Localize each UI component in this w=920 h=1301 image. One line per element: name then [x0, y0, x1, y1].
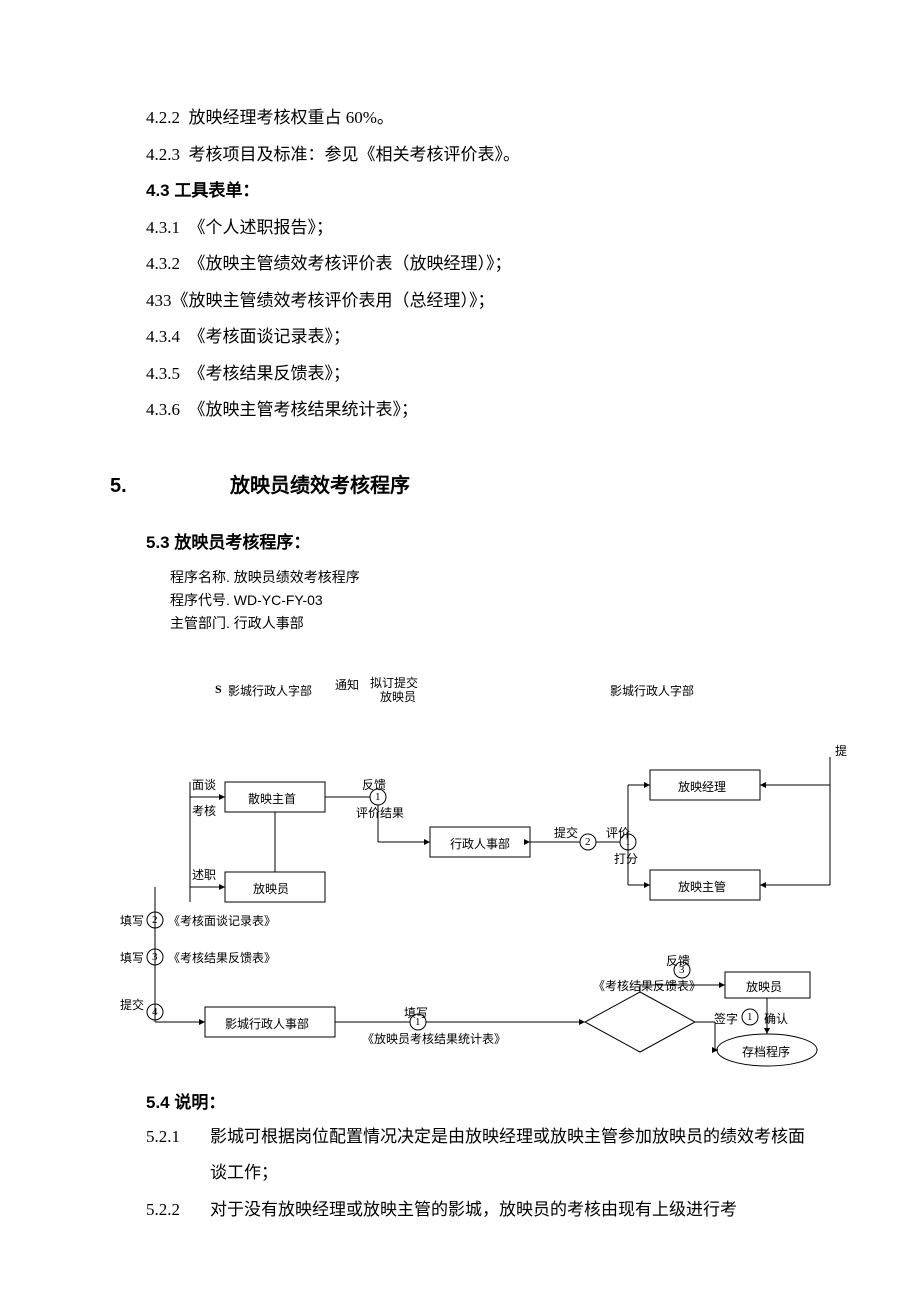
flow-c1d: 1: [747, 1011, 753, 1023]
item-5-2-1: 5.2.1影城可根据岗位配置情况决定是由放映经理或放映主管参加放映员的绩效考核面…: [146, 1119, 810, 1192]
meta-dept-label: 主管部门.: [170, 615, 230, 631]
flow-lab-shuzhi: 述职: [192, 866, 216, 883]
flow-lab-fbform2: 《考核结果反馈表》: [593, 977, 701, 994]
flow-c2a: 2: [585, 836, 591, 848]
flow-lab-tijiao: 提交: [554, 824, 578, 841]
document-page: 4.2.2 放映经理考核权重占 60%。 4.2.3 考核项目及标准：参见《相关…: [0, 0, 920, 1289]
item-4-3-4: 4.3.4 《考核面谈记录表》；: [146, 319, 810, 356]
flow-lab-miantan: 面谈: [192, 776, 216, 793]
flow-lab-kaohe: 考核: [192, 802, 216, 819]
heading-5-title: 放映员绩效考核程序: [230, 475, 410, 497]
flow-node-archive: 存档程序: [742, 1043, 790, 1060]
flow-lab-statform: 《放映员考核结果统计表》: [362, 1030, 506, 1047]
flow-dept-l: 影城行政人字部: [228, 682, 312, 699]
flow-c3b: 3: [679, 964, 685, 976]
heading-5-num: 5.: [110, 475, 230, 498]
heading-5-3: 5.3 放映员考核程序：: [146, 528, 810, 553]
flow-lab-tianxie-l: 填写: [120, 912, 144, 929]
flow-node-dept2: 影城行政人事部: [225, 1015, 309, 1032]
flow-dept-r: 影城行政人字部: [610, 682, 694, 699]
flow-lab-fbform: 《考核结果反馈表》: [168, 949, 276, 966]
item-5-2-2: 5.2.2对于没有放映经理或放映主管的影城，放映员的考核由现有上级进行考: [146, 1192, 810, 1229]
item-4-3-1: 4.3.1 《个人述职报告》；: [146, 210, 810, 247]
item-5-2-1-num: 5.2.1: [146, 1119, 210, 1156]
flow-lab-tianxie-l2: 填写: [120, 949, 144, 966]
flow-lab-fankui3: 反馈: [666, 952, 690, 969]
item-4-3-6: 4.3.6 《放映主管考核结果统计表》；: [146, 392, 810, 429]
flow-node-fyzg: 散映主首: [248, 790, 296, 807]
flow-c3a: 3: [152, 951, 158, 963]
meta-code-val: WD-YC-FY-03: [234, 592, 323, 608]
item-4-3-3: 433《放映主管绩效考核评价表用（总经理）》；: [146, 283, 810, 320]
flow-lab-fankui: 反馈: [362, 776, 386, 793]
flow-lab-pjjg: 评价结果: [356, 804, 404, 821]
heading-5: 5.放映员绩效考核程序: [110, 469, 810, 498]
meta-name-label: 程序名称.: [170, 569, 230, 585]
item-5-2-2-num: 5.2.2: [146, 1192, 210, 1229]
flow-fyy-h: 放映员: [380, 688, 416, 705]
item-5-2-1-body: 影城可根据岗位配置情况决定是由放映经理或放映主管参加放映员的绩效考核面谈工作；: [210, 1119, 810, 1192]
item-4-3-2: 4.3.2 《放映主管绩效考核评价表（放映经理）》；: [146, 246, 810, 283]
heading-4-3: 4.3 工具表单：: [146, 173, 810, 210]
flow-lab-qianzi: 签字: [714, 1010, 738, 1027]
flow-s-label: S: [215, 682, 222, 697]
flow-lab-record: 《考核面谈记录表》: [168, 912, 276, 929]
flow-tongzhi: 通知: [335, 676, 359, 693]
flow-node-fyy: 放映员: [253, 880, 289, 897]
flow-node-fyy2: 放映员: [746, 978, 782, 995]
program-meta: 程序名称. 放映员绩效考核程序 程序代号. WD-YC-FY-03 主管部门. …: [170, 567, 810, 634]
flow-lab-dafen: 打分: [614, 850, 638, 867]
meta-name-val: 放映员绩效考核程序: [234, 569, 360, 585]
meta-code-label: 程序代号.: [170, 592, 230, 608]
item-4-3-5: 4.3.5 《考核结果反馈表》；: [146, 356, 810, 393]
item-5-2-2-body: 对于没有放映经理或放映主管的影城，放映员的考核由现有上级进行考: [210, 1192, 810, 1229]
flow-node-hr: 行政人事部: [450, 835, 510, 852]
flow-c1b: 1: [625, 836, 631, 848]
flow-c2b: 2: [152, 914, 158, 926]
item-4-2-2: 4.2.2 放映经理考核权重占 60%。: [146, 100, 810, 137]
flow-c1c: 1: [415, 1016, 421, 1028]
flow-ti: 提: [835, 742, 847, 759]
flow-c4a: 4: [152, 1006, 158, 1018]
item-4-2-3: 4.2.3 考核项目及标准：参见《相关考核评价表》。: [146, 137, 810, 174]
flowchart: S 影城行政人字部 通知 拟订提交 放映员 影城行政人字部 提 散映主首 放映员…: [110, 652, 850, 1082]
meta-dept-val: 行政人事部: [234, 615, 304, 631]
flow-node-fyjl: 放映经理: [678, 778, 726, 795]
flow-node-fyzg2: 放映主管: [678, 878, 726, 895]
flow-lab-tijiao4: 提交: [120, 996, 144, 1013]
flow-lab-queren: 确认: [764, 1010, 788, 1027]
heading-5-4: 5.4 说明：: [146, 1088, 810, 1113]
flow-c1a: 1: [375, 791, 381, 803]
